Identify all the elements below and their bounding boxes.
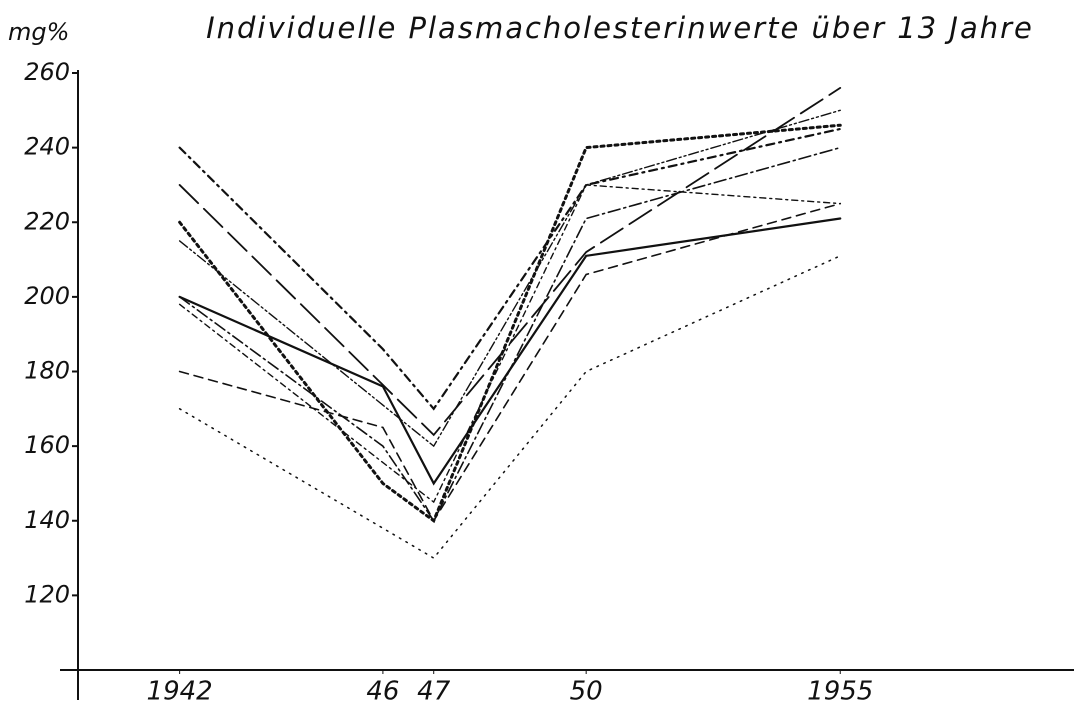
y-tick-label: 220 — [24, 207, 70, 235]
series-line — [178, 109, 841, 448]
series-line — [178, 217, 842, 486]
series-line — [178, 255, 841, 560]
y-tick-label: 180 — [24, 357, 70, 385]
y-tick-label: 140 — [24, 506, 70, 534]
y-axis-label: mg% — [8, 18, 69, 46]
y-tick-label: 240 — [24, 133, 70, 161]
x-tick-label: 50 — [570, 677, 603, 707]
x-tick-label: 46 — [366, 677, 399, 707]
x-tick-label: 47 — [417, 677, 451, 707]
x-tick-label: 1942 — [147, 677, 213, 707]
y-tick-label: 260 — [24, 58, 70, 86]
chart-title: Individuelle Plasmacholesterinwerte über… — [206, 11, 1034, 45]
series-line — [178, 127, 842, 411]
y-tick-label: 200 — [24, 282, 70, 310]
y-tick-label: 120 — [24, 580, 70, 608]
series-line — [178, 202, 842, 523]
series-line — [178, 184, 841, 504]
x-tick-label: 1955 — [807, 677, 873, 707]
series-line — [178, 123, 842, 524]
y-tick-label: 160 — [24, 431, 70, 459]
